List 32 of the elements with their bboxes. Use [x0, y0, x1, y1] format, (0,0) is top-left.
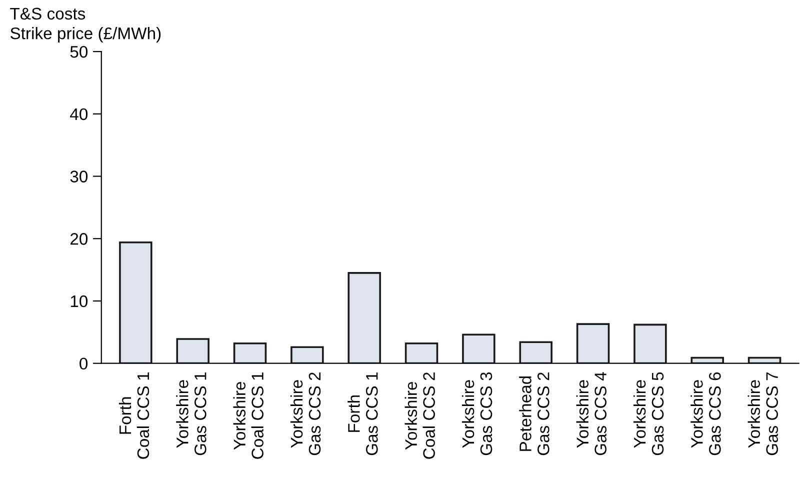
x-tick-label: Yorkshire Gas CCS 5 — [633, 372, 664, 456]
bar — [348, 272, 381, 364]
bar — [690, 356, 724, 364]
x-tick-label: Forth Gas CCS 1 — [348, 372, 378, 456]
x-tick-label: Forth Coal CCS 1 — [118, 372, 150, 459]
y-tick-label: 20 — [70, 233, 88, 245]
y-tick-label: 50 — [70, 46, 88, 58]
bar — [519, 341, 552, 364]
bar — [233, 342, 267, 364]
bar — [290, 346, 324, 364]
y-tick-label: 40 — [70, 108, 88, 120]
chart-title: T&S costs — [10, 8, 86, 20]
y-tick-label: 10 — [70, 295, 88, 308]
bar — [576, 323, 610, 364]
x-tick-label: Yorkshire Gas CCS 1 — [176, 372, 206, 456]
y-tick-label: 30 — [70, 170, 88, 182]
bar — [462, 334, 496, 364]
x-tick-label: Yorkshire Coal CCS 1 — [233, 372, 264, 459]
x-tick-label: Peterhead Gas CCS 2 — [519, 372, 550, 456]
chart-subtitle: Strike price (£/MWh) — [10, 27, 161, 43]
x-tick-label: Yorkshire Gas CCS 3 — [462, 372, 492, 456]
x-tick-label: Yorkshire Gas CCS 7 — [748, 372, 778, 456]
x-tick-label: Yorkshire Gas CCS 2 — [290, 372, 321, 456]
x-tick-label: Yorkshire Gas CCS 6 — [690, 372, 721, 456]
y-tick-label: 0 — [80, 358, 88, 370]
bar — [634, 324, 667, 364]
bar — [404, 342, 438, 364]
bar — [176, 338, 210, 364]
x-tick-label: Yorkshire Gas CCS 4 — [576, 372, 606, 456]
bar — [119, 241, 152, 364]
x-tick-label: Yorkshire Coal CCS 2 — [404, 372, 435, 459]
bar — [748, 356, 782, 364]
